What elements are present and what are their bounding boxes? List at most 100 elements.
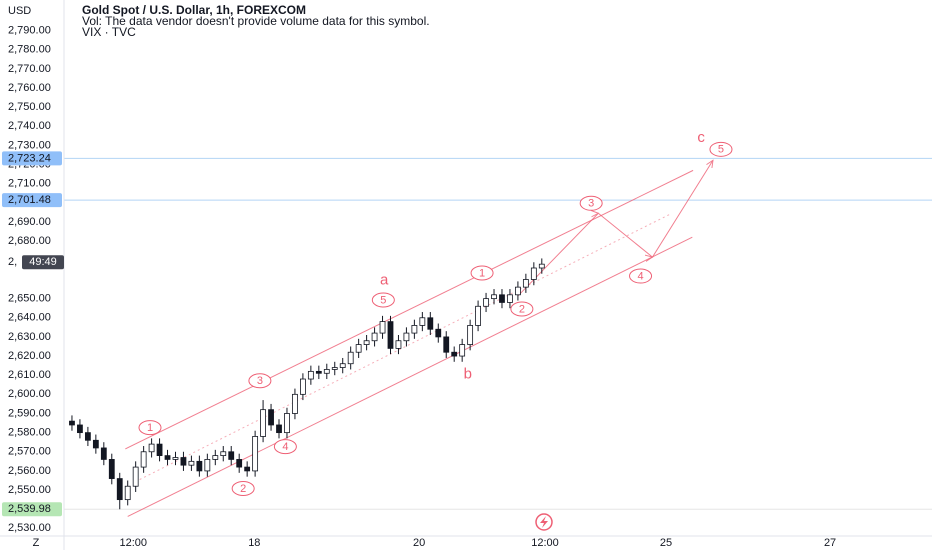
y-tick-label: 2,690.00 [8,216,51,228]
candle-body [443,336,450,353]
candle-body [156,443,163,457]
wave-circle [231,481,255,497]
price-label: 2,539.98 [8,503,51,515]
candle-body [236,459,243,468]
current-price-label: 2, [8,256,17,268]
drawing-arrow [517,160,713,297]
wave-label: 4 [282,441,288,453]
indicator: VIX · TVC [82,25,136,39]
wave-label: 3 [588,198,594,210]
wave-circle [510,301,534,317]
candle-body [307,370,314,380]
y-tick-label: 2,560.00 [8,465,51,477]
wave-label: 3 [257,375,263,387]
candle-body [347,351,354,365]
wave-circle [273,439,297,455]
y-tick-label: 2,770.00 [8,63,51,75]
candle-body [268,409,274,426]
x-tick-label: 12:00 [531,537,559,549]
y-tick-label: 2,780.00 [8,44,51,56]
chart-subtitle: Vol: The data vendor doesn't provide vol… [82,14,430,28]
candle-body [491,294,497,300]
candle-body [276,424,282,434]
candle-body [284,413,290,434]
x-tick-label: 12:00 [120,537,148,549]
y-tick-label: 2,650.00 [8,293,51,305]
candle-body [427,317,434,330]
candle-body [84,432,91,441]
countdown: 49:49 [29,256,57,268]
event-icon [535,513,553,531]
candle-body [204,459,211,472]
wave-label: 2 [519,303,525,315]
y-tick-label: 2,600.00 [8,388,51,400]
y-tick-label: 2,790.00 [8,25,51,37]
y-tick-label: 2,550.00 [8,484,51,496]
candle-body [69,420,75,426]
candle-body [180,457,187,466]
wave-label: 1 [147,422,153,434]
candle-body [499,294,505,303]
y-tick-label: 2,570.00 [8,446,51,458]
candle-body [530,267,537,280]
y-tick-label: 2,530.00 [8,522,51,534]
y-tick-label: 2,640.00 [8,312,51,324]
candle-body [419,317,426,326]
wave-circle [371,292,395,308]
y-tick-label: 2,630.00 [8,331,51,343]
candle-body [411,325,418,334]
y-tick-label: 2,760.00 [8,82,51,94]
candle-body [387,321,394,349]
candle-body [451,351,458,357]
candle-body [260,409,266,437]
x-tick-label: 25 [660,537,672,549]
wave-label: 2 [240,483,246,495]
candle-body [403,332,410,342]
wave-label: 1 [479,267,485,279]
x-tick-label: 20 [413,537,425,549]
price-label: 2,723.24 [8,152,51,164]
x-tick-label: 18 [248,537,260,549]
wave-circle [579,195,603,211]
wave-label: 4 [637,270,643,282]
candle-body [363,340,370,345]
price-label: 2,701.48 [8,194,51,206]
candle-body [515,286,521,296]
candle-body [252,436,259,472]
x-tick-label: 27 [824,537,836,549]
y-tick-label: 2,730.00 [8,139,51,151]
candle-body [77,424,83,434]
candle-body [538,263,545,269]
candle-body [92,439,99,449]
price-label-bg [2,151,62,166]
scale-button[interactable]: Z [33,537,40,549]
candle-body [395,340,402,349]
y-tick-label: 2,580.00 [8,427,51,439]
price-label-bg [2,502,62,517]
candle-body [212,455,219,460]
candle-body [355,344,362,353]
candle-body [292,393,298,414]
wave-circle [709,141,733,157]
wave-label: c [697,129,705,146]
header: USD Gold Spot / U.S. Dollar, 1h, FOREXCO… [8,3,553,549]
candle-body [244,466,251,472]
y-tick-label: 2,590.00 [8,407,51,419]
price-label-bg [2,193,62,208]
candle-body [435,328,442,338]
wave-label: b [464,365,472,382]
candle-body [459,344,466,357]
candle-body [323,369,330,374]
candle-body [371,332,378,342]
candle-body [507,294,513,303]
wave-label: 5 [380,294,386,306]
candle-body [116,478,123,501]
candle-body [228,451,235,460]
candle-body [522,279,529,288]
candle-body [108,459,115,479]
candle-body [467,325,474,345]
y-tick-label: 2,710.00 [8,178,51,190]
wave-circle [470,265,494,281]
